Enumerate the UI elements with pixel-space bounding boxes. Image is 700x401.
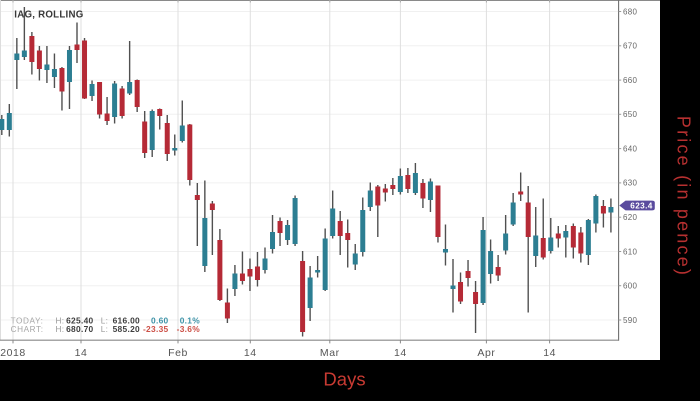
- svg-text:680: 680: [623, 7, 637, 16]
- svg-text:585.20: 585.20: [113, 324, 140, 334]
- svg-text:2018: 2018: [0, 347, 26, 359]
- svg-text:14: 14: [244, 347, 257, 359]
- svg-text:-3.6%: -3.6%: [177, 324, 201, 334]
- svg-text:610: 610: [623, 247, 637, 256]
- svg-text:IAG, ROLLING: IAG, ROLLING: [14, 9, 83, 20]
- svg-text:L:: L:: [101, 317, 108, 326]
- svg-text:14: 14: [75, 347, 88, 359]
- svg-text:14: 14: [394, 347, 407, 359]
- svg-text:H:: H:: [56, 317, 65, 326]
- svg-text:625.40: 625.40: [66, 316, 93, 326]
- svg-text:620: 620: [623, 213, 637, 222]
- svg-text:Apr: Apr: [477, 347, 495, 359]
- svg-text:CHART:: CHART:: [11, 325, 44, 334]
- svg-text:H:: H:: [56, 325, 65, 334]
- svg-text:Feb: Feb: [168, 347, 188, 359]
- svg-text:650: 650: [623, 110, 637, 119]
- svg-text:680.70: 680.70: [66, 324, 93, 334]
- svg-text:Price (in pence): Price (in pence): [674, 116, 694, 277]
- svg-text:640: 640: [623, 144, 637, 153]
- svg-text:0.1%: 0.1%: [180, 316, 201, 326]
- svg-text:623.4: 623.4: [630, 201, 653, 210]
- svg-text:TODAY:: TODAY:: [11, 317, 44, 326]
- svg-text:660: 660: [623, 76, 637, 85]
- svg-text:0.60: 0.60: [151, 316, 169, 326]
- svg-text:600: 600: [623, 282, 637, 291]
- svg-text:630: 630: [623, 179, 637, 188]
- svg-text:616.00: 616.00: [113, 316, 140, 326]
- svg-text:670: 670: [623, 42, 637, 51]
- svg-text:590: 590: [623, 316, 637, 325]
- svg-text:L:: L:: [101, 325, 108, 334]
- svg-text:Mar: Mar: [320, 347, 340, 359]
- svg-text:-23.35: -23.35: [143, 324, 169, 334]
- svg-text:Days: Days: [323, 369, 365, 390]
- svg-text:14: 14: [543, 347, 556, 359]
